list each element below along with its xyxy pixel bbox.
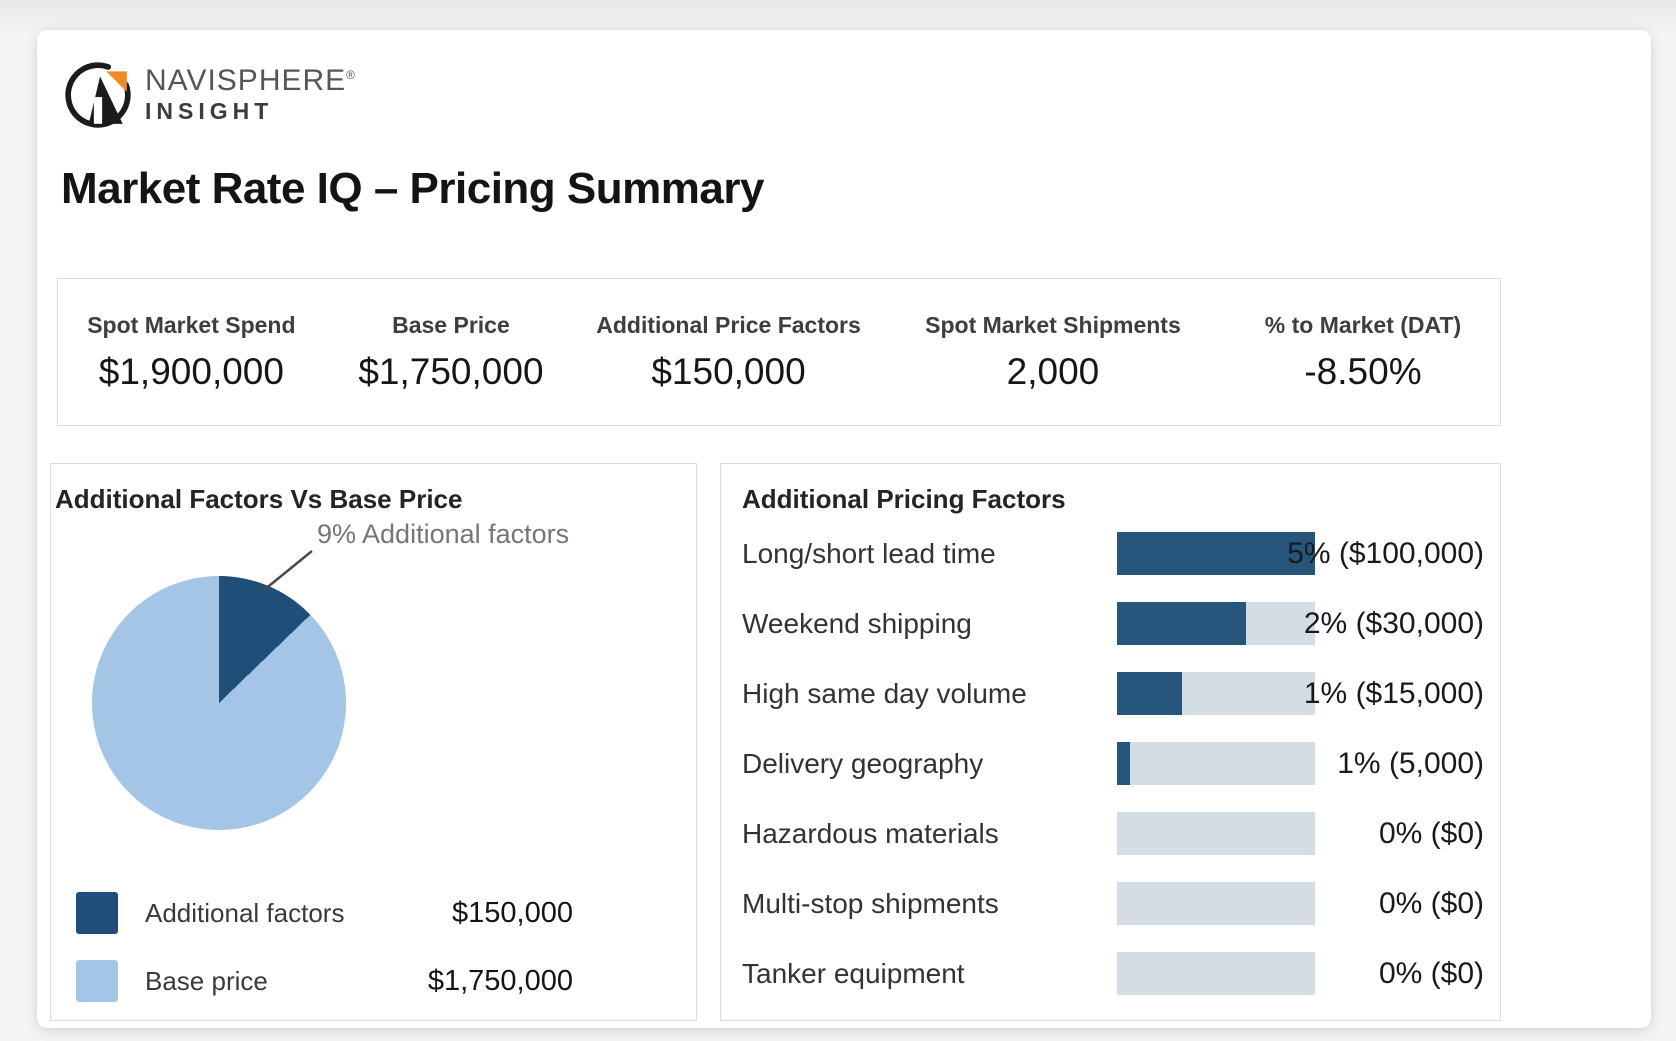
bar-fill bbox=[1117, 742, 1130, 785]
pie-panel: Additional Factors Vs Base Price 9% Addi… bbox=[50, 463, 697, 1021]
navisphere-logo-icon bbox=[65, 62, 131, 128]
bar-fill bbox=[1117, 532, 1315, 575]
kpi-summary-strip: Spot Market Spend $1,900,000 Base Price … bbox=[57, 278, 1501, 426]
legend-swatch-light bbox=[76, 960, 118, 1002]
bar-track bbox=[1117, 812, 1315, 855]
page-title: Market Rate IQ – Pricing Summary bbox=[61, 164, 764, 213]
bars-panel: Additional Pricing Factors Long/short le… bbox=[720, 463, 1501, 1021]
pie-panel-title: Additional Factors Vs Base Price bbox=[55, 484, 463, 514]
bar-row-delivery-geography: Delivery geography 1% (5,000) bbox=[721, 742, 1500, 785]
bar-row-multi-stop-shipments: Multi-stop shipments 0% ($0) bbox=[721, 882, 1500, 925]
legend-item-additional-factors: Additional factors $150,000 bbox=[76, 892, 573, 934]
brand-wordmark: NAVISPHERE® INSIGHT bbox=[145, 65, 356, 126]
kpi-spot-market-spend: Spot Market Spend $1,900,000 bbox=[87, 311, 296, 392]
report-card: NAVISPHERE® INSIGHT Market Rate IQ – Pri… bbox=[37, 30, 1651, 1028]
kpi-spot-market-shipments: Spot Market Shipments 2,000 bbox=[925, 311, 1181, 392]
kpi-additional-price-factors: Additional Price Factors $150,000 bbox=[596, 311, 861, 392]
pie-chart bbox=[92, 576, 346, 830]
bar-row-long-short-lead-time: Long/short lead time 5% ($100,000) bbox=[721, 532, 1500, 575]
legend-item-base-price: Base price $1,750,000 bbox=[76, 960, 573, 1002]
bar-row-weekend-shipping: Weekend shipping 2% ($30,000) bbox=[721, 602, 1500, 645]
logo-orange-triangle bbox=[106, 71, 127, 92]
pie-legend: Additional factors $150,000 Base price $… bbox=[76, 892, 573, 1028]
bar-track bbox=[1117, 742, 1315, 785]
legend-swatch-dark bbox=[76, 892, 118, 934]
brand-name: NAVISPHERE® bbox=[145, 63, 357, 97]
bar-track bbox=[1117, 882, 1315, 925]
bar-row-high-same-day-volume: High same day volume 1% ($15,000) bbox=[721, 672, 1500, 715]
bar-track bbox=[1117, 672, 1315, 715]
bars-panel-title: Additional Pricing Factors bbox=[742, 484, 1066, 514]
bar-track bbox=[1117, 952, 1315, 995]
kpi-base-price: Base Price $1,750,000 bbox=[358, 311, 544, 392]
registered-mark: ® bbox=[346, 67, 357, 82]
brand-subtitle: INSIGHT bbox=[145, 98, 274, 125]
bar-row-hazardous-materials: Hazardous materials 0% ($0) bbox=[721, 812, 1500, 855]
pie-slice-callout: 9% Additional factors bbox=[317, 519, 570, 549]
bar-track bbox=[1117, 602, 1315, 645]
bar-track bbox=[1117, 532, 1315, 575]
bar-rows: Long/short lead time 5% ($100,000) Weeke… bbox=[721, 532, 1500, 1022]
bar-row-tanker-equipment: Tanker equipment 0% ($0) bbox=[721, 952, 1500, 995]
brand-logo: NAVISPHERE® INSIGHT bbox=[63, 60, 356, 130]
kpi-pct-to-market-dat: % to Market (DAT) -8.50% bbox=[1264, 311, 1462, 392]
bar-fill bbox=[1117, 602, 1246, 645]
bar-fill bbox=[1117, 672, 1183, 715]
